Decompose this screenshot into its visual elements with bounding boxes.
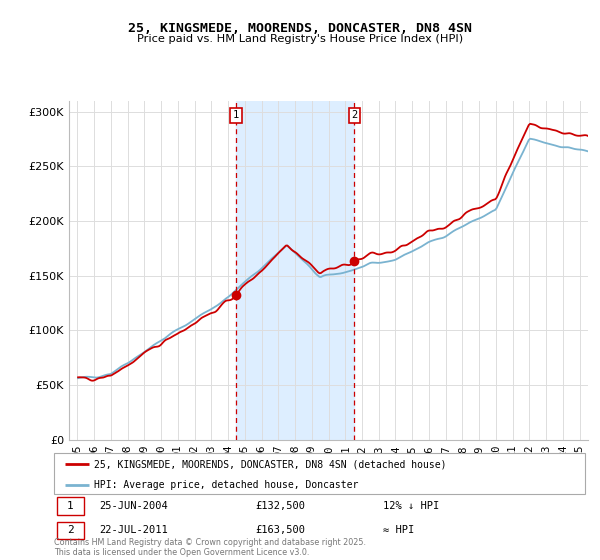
Text: 1: 1 xyxy=(233,110,239,120)
Text: 25-JUN-2004: 25-JUN-2004 xyxy=(99,501,168,511)
Text: 2: 2 xyxy=(67,525,74,535)
Bar xyxy=(56,497,84,515)
Text: 12% ↓ HPI: 12% ↓ HPI xyxy=(383,501,439,511)
Text: 22-JUL-2011: 22-JUL-2011 xyxy=(99,525,168,535)
Bar xyxy=(56,521,84,539)
Text: Price paid vs. HM Land Registry's House Price Index (HPI): Price paid vs. HM Land Registry's House … xyxy=(137,34,463,44)
Text: 25, KINGSMEDE, MOORENDS, DONCASTER, DN8 4SN (detached house): 25, KINGSMEDE, MOORENDS, DONCASTER, DN8 … xyxy=(94,459,446,469)
Text: £132,500: £132,500 xyxy=(256,501,306,511)
Text: 1: 1 xyxy=(67,501,74,511)
Text: HPI: Average price, detached house, Doncaster: HPI: Average price, detached house, Donc… xyxy=(94,480,358,490)
Text: 2: 2 xyxy=(352,110,358,120)
Text: 25, KINGSMEDE, MOORENDS, DONCASTER, DN8 4SN: 25, KINGSMEDE, MOORENDS, DONCASTER, DN8 … xyxy=(128,22,472,35)
Text: Contains HM Land Registry data © Crown copyright and database right 2025.
This d: Contains HM Land Registry data © Crown c… xyxy=(54,538,366,557)
Text: ≈ HPI: ≈ HPI xyxy=(383,525,415,535)
Text: £163,500: £163,500 xyxy=(256,525,306,535)
Bar xyxy=(236,101,355,440)
